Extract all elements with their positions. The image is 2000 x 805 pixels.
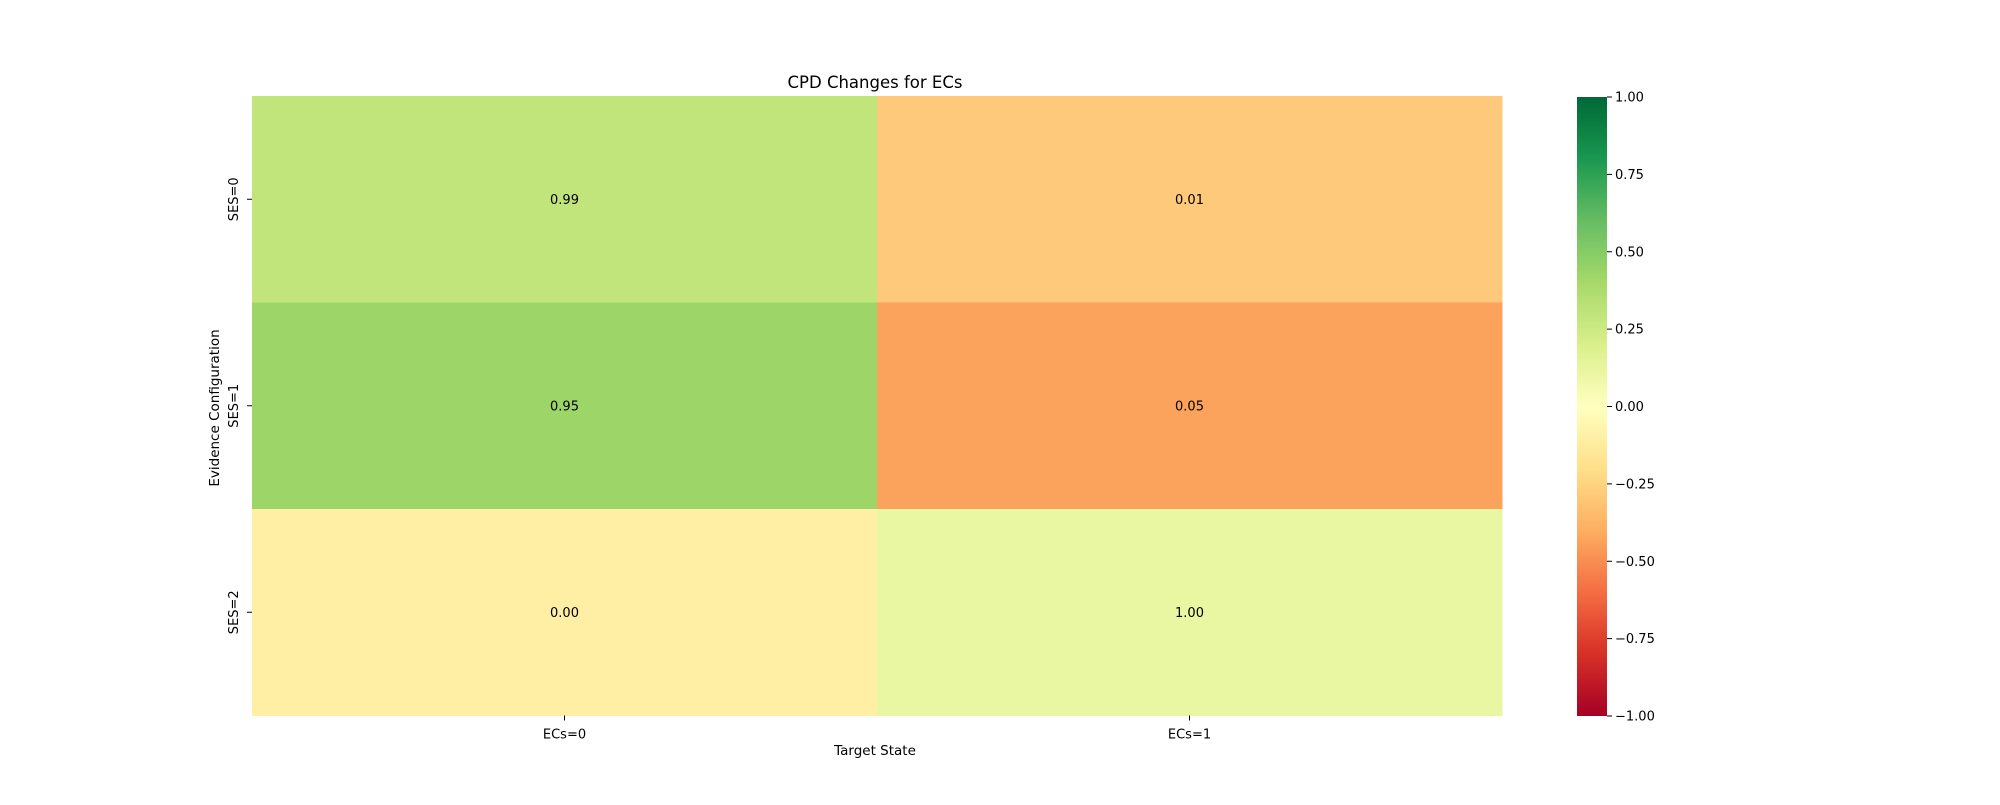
colorbar-tick-label: 0.75 [1615,168,1644,183]
colorbar: 1.00 0.75 0.50 0.25 0.00 −0.25 −0.50 −0.75 −1.00 [1577,91,1655,725]
colorbar-tick-label: −0.75 [1615,632,1655,647]
cell-value-label: 0.00 [550,606,579,621]
y-axis-ticks: SES=0 SES=1 SES=2 [227,177,252,634]
cell-value-label: 0.95 [550,399,579,414]
x-tick-label: ECs=0 [543,728,586,743]
heatmap-cell [252,96,878,303]
colorbar-tick-label: 1.00 [1615,91,1644,106]
colorbar-gradient [1577,97,1607,716]
colorbar-tick-label: 0.00 [1615,400,1644,415]
heatmap-cell [877,96,1503,303]
cell-value-label: 1.00 [1175,606,1204,621]
heatmap-cell [252,509,878,716]
y-tick-label: SES=1 [227,384,242,428]
y-tick-label: SES=0 [227,177,242,221]
heatmap-cells: 0.99 0.01 0.95 0.05 0.00 1.00 [252,96,1503,716]
colorbar-tick-label: −1.00 [1615,710,1655,725]
colorbar-tick-label: −0.50 [1615,555,1655,570]
cell-value-label: 0.05 [1175,399,1204,414]
heatmap-cell [877,509,1503,716]
y-axis-label: Evidence Configuration [207,329,223,486]
x-tick-label: ECs=1 [1168,728,1211,743]
heatmap-cell [877,302,1503,510]
x-axis-ticks: ECs=0 ECs=1 [543,715,1211,743]
cell-value-label: 0.99 [550,193,579,208]
chart-title: CPD Changes for ECs [788,73,963,92]
colorbar-tick-label: −0.25 [1615,477,1655,492]
colorbar-tick-label: 0.50 [1615,245,1644,260]
heatmap-cell [252,302,878,510]
colorbar-tick-label: 0.25 [1615,323,1644,338]
x-axis-label: Target State [833,743,916,759]
y-tick-label: SES=2 [227,590,242,634]
cell-value-label: 0.01 [1175,193,1204,208]
